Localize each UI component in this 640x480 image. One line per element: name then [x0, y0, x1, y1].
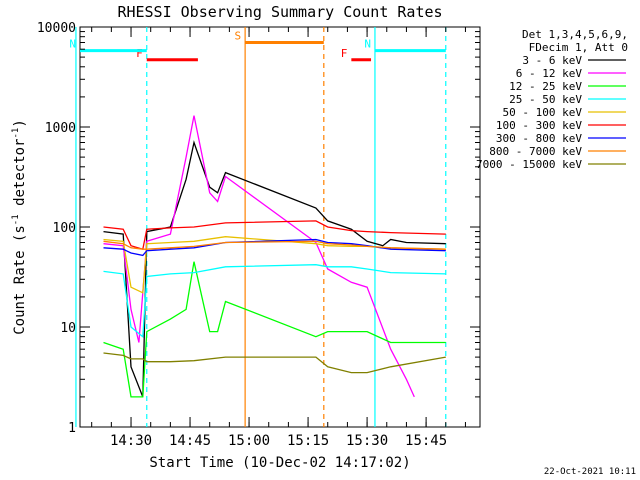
legend-entry-label: 7000 - 15000 keV	[476, 158, 582, 171]
y-tick-label: 100	[53, 221, 76, 236]
series-line	[103, 140, 446, 398]
legend-entry-label: 25 - 50 keV	[509, 93, 582, 106]
x-tick-label: 15:45	[405, 433, 447, 449]
legend-entry-label: 300 - 800 keV	[496, 132, 582, 145]
series-line	[103, 220, 446, 251]
y-tick-label: 1000	[45, 121, 76, 136]
legend-entry-label: 3 - 6 keV	[522, 54, 582, 67]
flag-bars: F F N N S	[69, 29, 446, 62]
series-line	[103, 238, 446, 257]
legend-entry-label: 12 - 25 keV	[509, 80, 582, 93]
x-tick-label: 15:15	[287, 433, 329, 449]
flag-label: N	[69, 38, 76, 51]
chart-title: RHESSI Observing Summary Count Rates	[117, 3, 442, 21]
series-line	[103, 240, 446, 250]
flag-label: S	[234, 29, 241, 42]
flag-label: F	[341, 47, 348, 60]
series-line	[103, 352, 446, 374]
legend-entry-label: 800 - 7000 keV	[489, 145, 582, 158]
legend-header: FDecim 1, Att 0	[529, 41, 628, 54]
legend-header: Det 1,3,4,5,6,9,	[522, 28, 628, 41]
legend-entry-label: 100 - 300 keV	[496, 119, 582, 132]
series-line	[103, 115, 415, 398]
series-lines	[103, 115, 446, 398]
plot-frame	[79, 26, 481, 428]
vertical-markers	[75, 27, 447, 427]
legend-entry-label: 6 - 12 keV	[516, 67, 583, 80]
legend-entry-label: 50 - 100 keV	[503, 106, 583, 119]
flag-label: F	[136, 47, 143, 60]
y-axis: 1 10 100 1000 10000	[37, 21, 480, 436]
series-line	[103, 236, 446, 294]
y-tick-label: 10000	[37, 21, 76, 36]
flag-label: N	[364, 38, 371, 51]
x-axis: 14:30 14:45 15:00 15:15 15:30 15:45	[91, 27, 466, 449]
x-tick-label: 14:45	[169, 433, 211, 449]
footer-date: 22-Oct-2021 10:11	[544, 467, 636, 477]
y-tick-label: 1	[68, 421, 76, 436]
series-line	[103, 264, 446, 339]
x-tick-label: 15:30	[346, 433, 388, 449]
y-tick-label: 10	[60, 321, 76, 336]
series-line	[103, 261, 446, 398]
y-axis-label: Count Rate (s-1 detector-1)	[11, 119, 28, 335]
x-tick-label: 15:00	[228, 433, 270, 449]
x-tick-label: 14:30	[110, 433, 152, 449]
legend: Det 1,3,4,5,6,9,FDecim 1, Att 03 - 6 keV…	[476, 28, 628, 171]
x-axis-label: Start Time (10-Dec-02 14:17:02)	[149, 455, 410, 471]
